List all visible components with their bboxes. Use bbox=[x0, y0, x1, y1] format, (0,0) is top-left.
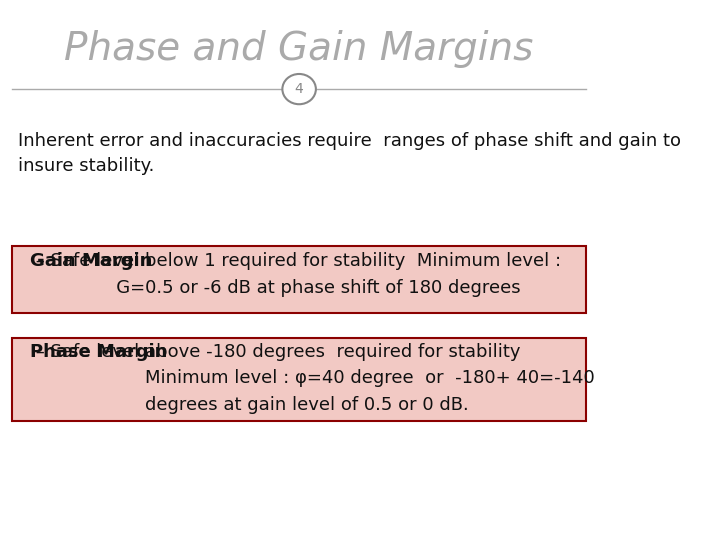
FancyBboxPatch shape bbox=[12, 246, 586, 313]
Text: lesson22et438a.pptx: lesson22et438a.pptx bbox=[7, 520, 139, 533]
Circle shape bbox=[282, 74, 316, 104]
Text: Inherent error and inaccuracies require  ranges of phase shift and gain to
insur: Inherent error and inaccuracies require … bbox=[18, 132, 681, 176]
Text: Gain Margin: Gain Margin bbox=[30, 252, 153, 270]
Text: Phase and Gain Margins: Phase and Gain Margins bbox=[65, 30, 534, 68]
Text: Phase Margin: Phase Margin bbox=[30, 343, 167, 361]
Text: – Safe level above -180 degrees  required for stability
                    Mini: – Safe level above -180 degrees required… bbox=[30, 343, 595, 414]
FancyBboxPatch shape bbox=[12, 338, 586, 421]
Text: 4: 4 bbox=[294, 82, 304, 96]
Text: – Safe level below 1 required for stability  Minimum level :
               G=0.: – Safe level below 1 required for stabil… bbox=[30, 252, 561, 296]
